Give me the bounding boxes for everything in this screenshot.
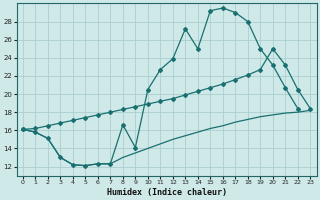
X-axis label: Humidex (Indice chaleur): Humidex (Indice chaleur) — [107, 188, 227, 197]
